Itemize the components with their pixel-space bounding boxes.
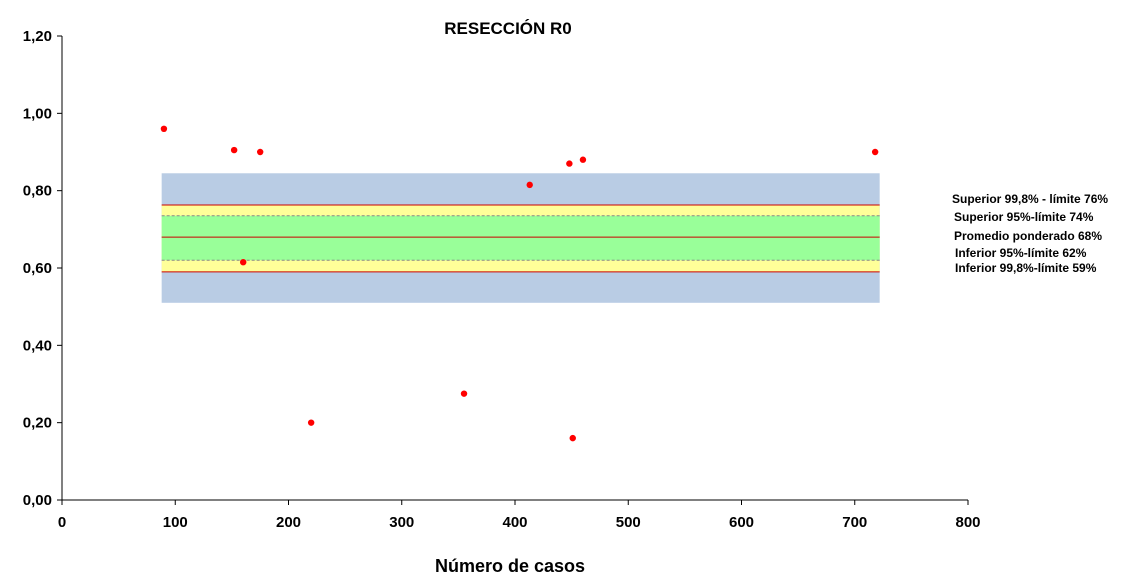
control-bands	[161, 173, 880, 303]
reference-lines	[161, 204, 880, 273]
data-point	[526, 181, 533, 189]
legend-label: Inferior 99,8%-límite 59%	[955, 261, 1097, 275]
x-tick-label: 0	[58, 514, 66, 531]
y-tick-label: 0,20	[23, 415, 52, 432]
data-points	[160, 125, 879, 442]
x-axis-label: Número de casos	[435, 556, 585, 573]
data-point	[256, 148, 264, 156]
data-point	[240, 259, 247, 266]
data-point	[569, 434, 576, 442]
legend-label: Superior 99,8% - límite 76%	[952, 192, 1108, 206]
x-tick-label: 300	[389, 514, 414, 531]
chart-title: RESECCIÓN R0	[444, 19, 572, 38]
x-tick-label: 500	[616, 514, 641, 531]
band-green	[161, 215, 880, 261]
y-tick-label: 1,00	[23, 105, 52, 122]
legend-label: Inferior 95%-límite 62%	[955, 246, 1087, 260]
data-point	[871, 148, 879, 156]
x-tick-label: 600	[729, 514, 754, 531]
x-tick-label: 800	[955, 514, 980, 531]
axes: 0,00 0,20 0,40 0,60 0,80 1,00 1,20 0 100 200 300 40…	[23, 28, 981, 531]
y-tick-label: 0,60	[23, 260, 52, 277]
y-tick-label: 0,40	[23, 337, 52, 354]
y-tick-label: 0,00	[23, 492, 52, 509]
data-point	[566, 160, 573, 167]
data-point	[579, 156, 587, 163]
data-point	[160, 125, 168, 132]
y-tick-label: 1,20	[23, 28, 52, 45]
x-tick-label: 100	[163, 514, 188, 531]
x-tick-label: 700	[842, 514, 867, 531]
x-tick-label: 200	[276, 514, 301, 531]
data-point	[230, 146, 238, 154]
data-point	[307, 419, 315, 426]
x-tick-label: 400	[502, 514, 527, 531]
y-tick-label: 0,80	[23, 183, 52, 200]
legend-label: Promedio ponderado 68%	[954, 229, 1102, 243]
data-point	[460, 390, 468, 397]
legend: Superior 99,8% - límite 76% Superior 95%-…	[952, 192, 1108, 275]
legend-label: Superior 95%-límite 74%	[954, 210, 1094, 224]
